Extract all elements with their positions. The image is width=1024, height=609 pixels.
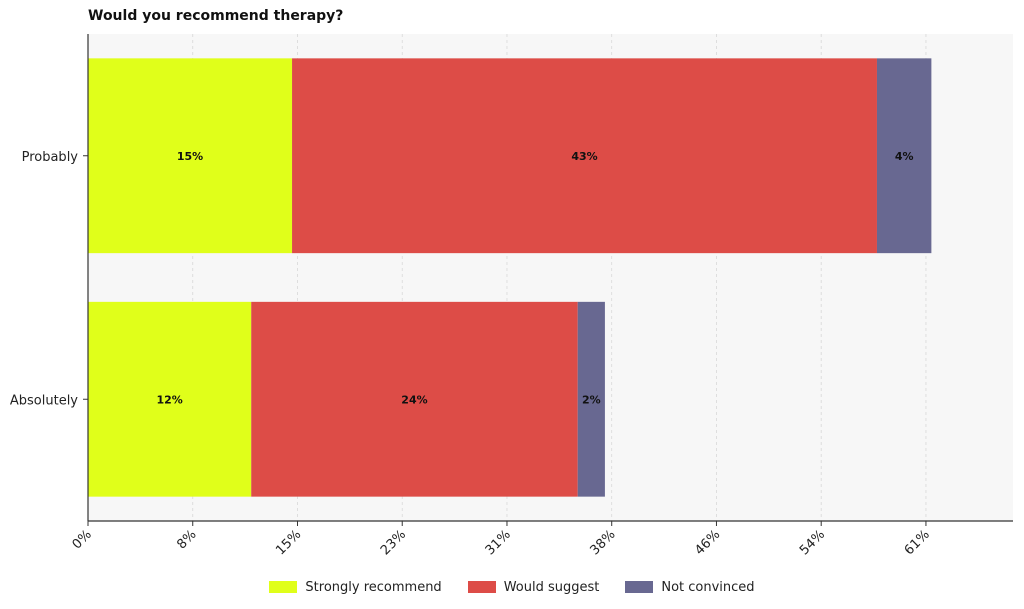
x-tick-label: 15% <box>273 527 304 558</box>
data-label: 2% <box>582 393 601 406</box>
x-tick-label: 54% <box>797 527 828 558</box>
x-tick-label: 31% <box>483 527 514 558</box>
bar-probably-not-convinced <box>876 58 932 254</box>
legend: Strongly recommend Would suggest Not convi… <box>0 576 1024 598</box>
x-tick-label: 23% <box>378 527 409 558</box>
data-label: 12% <box>156 393 182 406</box>
x-tick-label: 8% <box>174 527 199 552</box>
chart-title: Would you recommend therapy? <box>88 8 344 24</box>
bar-probably-would-suggest <box>292 58 877 254</box>
data-label: 15% <box>177 150 203 163</box>
x-tick-label: 61% <box>902 527 933 558</box>
bar-absolutely-not-convinced <box>577 301 605 497</box>
x-tick-label: 38% <box>587 527 618 558</box>
legend-swatch <box>467 581 496 593</box>
y-tick-label: Absolutely <box>10 393 78 408</box>
legend-item: Not convinced <box>625 579 755 595</box>
data-label: 4% <box>895 150 914 163</box>
legend-label: Not convinced <box>661 579 755 595</box>
data-label: 43% <box>571 150 597 163</box>
legend-label: Would suggest <box>503 579 600 595</box>
x-tick-label: 46% <box>692 527 723 558</box>
legend-label: Strongly recommend <box>305 579 442 595</box>
bar-probably-strongly-recommend <box>88 58 293 254</box>
legend-item: Strongly recommend <box>269 579 442 595</box>
legend-item: Would suggest <box>467 579 600 595</box>
legend-swatch <box>269 581 298 593</box>
y-tick-label: Probably <box>22 150 79 165</box>
legend-swatch <box>625 581 654 593</box>
data-label: 24% <box>401 393 427 406</box>
bar-absolutely-would-suggest <box>251 301 578 497</box>
bar-absolutely-strongly-recommend <box>88 301 252 497</box>
x-tick-label: 0% <box>70 527 95 552</box>
